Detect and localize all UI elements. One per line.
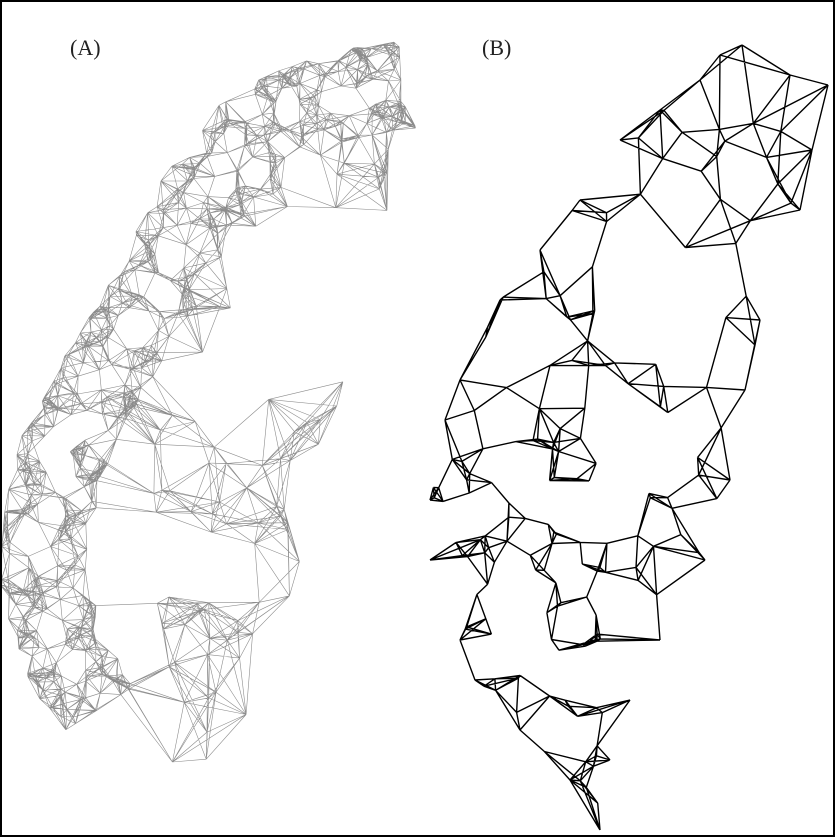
panel-label: (B) bbox=[482, 35, 511, 60]
page: (A) (B) (() => { const data = JSON.parse… bbox=[0, 0, 835, 837]
figure: (A) (B) bbox=[0, 0, 835, 837]
panel-label: (A) bbox=[70, 35, 101, 60]
